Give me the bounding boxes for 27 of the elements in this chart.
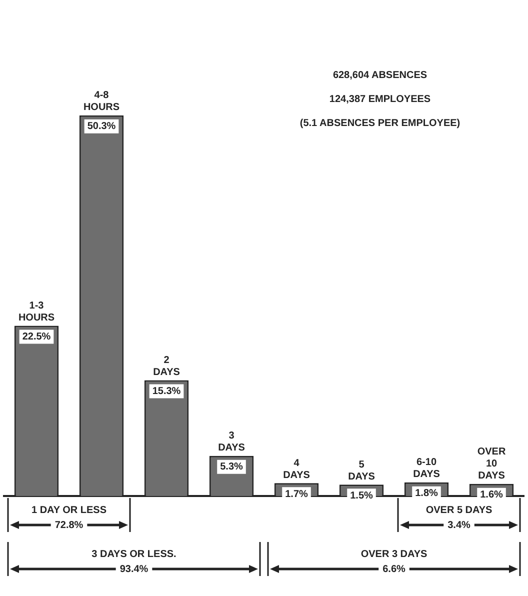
x-tick-label: OVER 10 DAYS	[477, 446, 506, 482]
annotation: (5.1 ABSENCES PER EMPLOYEE)	[300, 118, 460, 129]
data-label: 22.5%	[22, 332, 51, 342]
text: 3 DAYS OR LESS.	[92, 548, 177, 560]
x-tick-label: 6-10 DAYS	[413, 457, 440, 480]
x-tick-label: 1-3 HOURS	[18, 300, 55, 324]
data-label: 50.3%	[87, 121, 116, 132]
text: 124,387 EMPLOYEES	[329, 94, 431, 105]
text: 6.6%	[382, 564, 406, 575]
data-label: 1.6%	[480, 490, 504, 501]
data-label: 1.5%	[350, 490, 374, 502]
text: 1 DAY OR LESS	[31, 504, 107, 516]
data-label: 1.8%	[415, 488, 438, 500]
data-label: 15.3%	[152, 386, 181, 397]
text: 3.4%	[448, 520, 471, 531]
text: 72.8%	[54, 520, 84, 531]
text: OVER 5 DAYS	[426, 504, 492, 516]
x-tick-label: 5 DAYS	[348, 459, 376, 482]
x-tick-label: 4-8 HOURS	[83, 90, 120, 114]
x-tick-label: 2 DAYS	[153, 354, 180, 378]
text: 93.4%	[120, 564, 148, 575]
data-label: 5.3%	[220, 462, 244, 473]
x-tick-label: 4 DAYS	[283, 458, 310, 481]
text: OVER 3 DAYS	[360, 548, 428, 560]
x-tick-label: 3 DAYS	[218, 430, 246, 454]
text: 628,604 ABSENCES	[332, 70, 428, 81]
data-label: 1.7%	[285, 488, 308, 500]
